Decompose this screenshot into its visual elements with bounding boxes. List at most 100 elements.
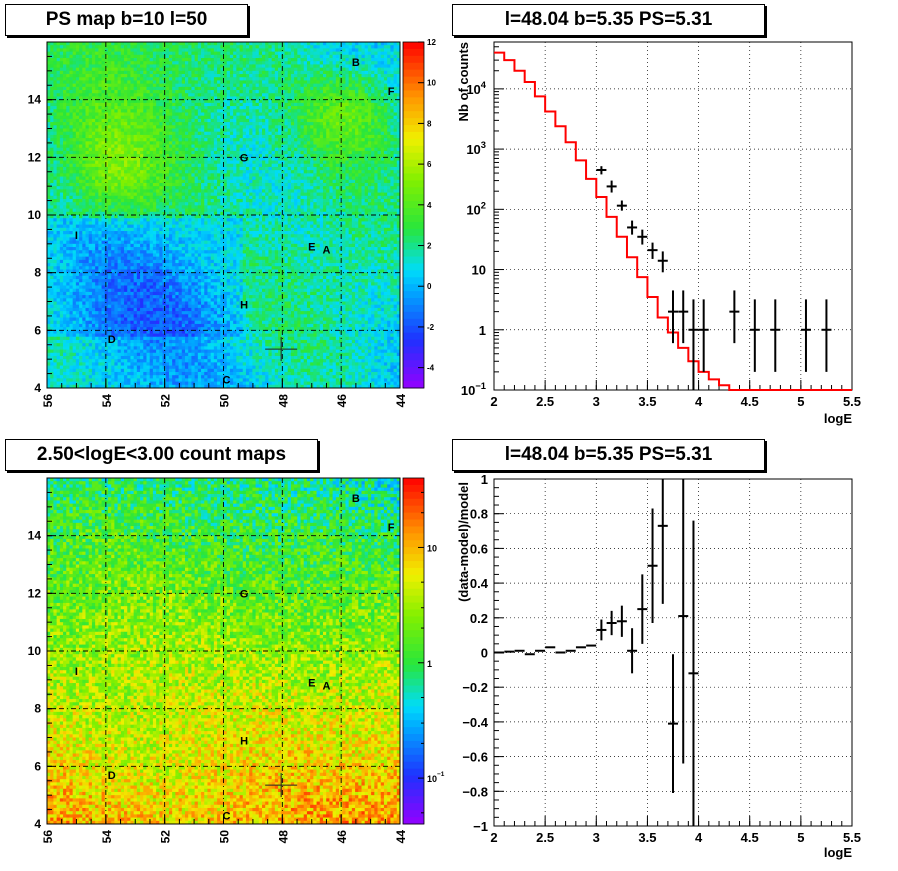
heatmap-cell — [300, 51, 305, 56]
heatmap-cell — [98, 157, 102, 161]
heatmap-cell — [284, 90, 289, 94]
heatmap-cell — [329, 48, 334, 53]
heatmap-cell — [191, 102, 196, 107]
heatmap-cell — [98, 173, 102, 177]
heatmap-cell — [194, 67, 199, 72]
heatmap-cell — [326, 141, 330, 145]
heatmap-cell — [204, 173, 208, 177]
heatmap-cell — [306, 125, 311, 129]
heatmap-cell — [156, 45, 160, 49]
heatmap-cell — [268, 67, 273, 72]
heatmap-cell — [310, 131, 314, 136]
heatmap-cell — [91, 54, 96, 59]
heatmap-cell — [114, 131, 118, 136]
heatmap-cell — [149, 48, 154, 53]
heatmap-cell — [364, 51, 369, 56]
heatmap-cell — [342, 122, 346, 126]
heatmap-cell — [91, 157, 96, 161]
heatmap-cell — [79, 141, 83, 145]
heatmap-cell — [322, 58, 327, 62]
heatmap-cell — [63, 125, 67, 129]
heatmap-cell — [184, 80, 189, 85]
heatmap-cell — [287, 42, 292, 46]
heatmap-cell — [107, 173, 112, 177]
heatmap-cell — [303, 150, 308, 155]
heatmap-cell — [287, 61, 292, 65]
heatmap-cell — [114, 61, 118, 65]
heatmap-cell — [303, 134, 308, 139]
heatmap-cell — [306, 128, 311, 133]
heatmap-cell — [217, 64, 221, 69]
heatmap-cell — [63, 141, 67, 145]
heatmap-cell — [56, 112, 61, 117]
heatmap-cell — [69, 134, 74, 139]
heatmap-cell — [172, 51, 176, 56]
heatmap-cell — [229, 106, 234, 110]
heatmap-cell — [172, 48, 176, 53]
heatmap-cell — [393, 147, 398, 152]
heatmap-cell — [268, 138, 273, 142]
heatmap-cell — [111, 154, 115, 158]
heatmap-cell — [358, 80, 362, 85]
heatmap-cell — [377, 83, 382, 88]
heatmap-cell — [236, 134, 240, 139]
heatmap-cell — [127, 186, 131, 190]
heatmap-cell — [239, 106, 244, 110]
heatmap-cell — [281, 51, 285, 56]
heatmap-cell — [339, 51, 343, 56]
heatmap-cell — [345, 118, 350, 123]
heatmap-cell — [281, 83, 285, 88]
heatmap-cell — [101, 118, 106, 123]
heatmap-cell — [371, 150, 375, 155]
heatmap-cell — [152, 102, 157, 107]
heatmap-cell — [271, 61, 276, 65]
heatmap-cell — [53, 112, 58, 117]
heatmap-cell — [223, 147, 228, 152]
heatmap-cell — [364, 128, 369, 133]
heatmap-cell — [140, 173, 144, 177]
heatmap-cell — [255, 150, 260, 155]
heatmap-cell — [63, 115, 67, 120]
heatmap-cell — [143, 115, 147, 120]
heatmap-cell — [245, 70, 250, 75]
heatmap-cell — [107, 163, 112, 168]
heatmap-cell — [339, 147, 343, 152]
heatmap-cell — [69, 122, 74, 126]
heatmap-cell — [290, 83, 295, 88]
heatmap-cell — [322, 154, 327, 158]
heatmap-cell — [310, 83, 314, 88]
heatmap-cell — [111, 112, 115, 117]
heatmap-cell — [59, 166, 64, 171]
heatmap-cell — [342, 144, 346, 149]
heatmap-cell — [56, 51, 61, 56]
heatmap-cell — [95, 150, 99, 155]
heatmap-cell — [294, 157, 298, 161]
heatmap-cell — [345, 150, 350, 155]
heatmap-cell — [127, 131, 131, 136]
heatmap-cell — [393, 74, 398, 78]
heatmap-cell — [396, 109, 400, 113]
heatmap-cell — [66, 125, 70, 129]
heatmap-cell — [156, 109, 160, 113]
heatmap-cell — [213, 176, 218, 181]
heatmap-cell — [159, 131, 163, 136]
heatmap-cell — [111, 147, 115, 152]
heatmap-cell — [313, 96, 317, 101]
heatmap-cell — [281, 102, 285, 107]
heatmap-cell — [207, 83, 212, 88]
heatmap-cell — [223, 182, 228, 187]
heatmap-cell — [313, 112, 317, 117]
heatmap-cell — [91, 109, 96, 113]
heatmap-cell — [191, 64, 196, 69]
heatmap-cell — [217, 42, 221, 46]
heatmap-cell — [162, 157, 167, 161]
heatmap-cell — [284, 166, 289, 171]
heatmap-cell — [355, 125, 359, 129]
heatmap-cell — [355, 48, 359, 53]
heatmap-cell — [91, 166, 96, 171]
heatmap-cell — [364, 154, 369, 158]
heatmap-cell — [249, 150, 253, 155]
heatmap-cell — [104, 157, 109, 161]
heatmap-cell — [265, 122, 269, 126]
heatmap-cell — [252, 61, 256, 65]
